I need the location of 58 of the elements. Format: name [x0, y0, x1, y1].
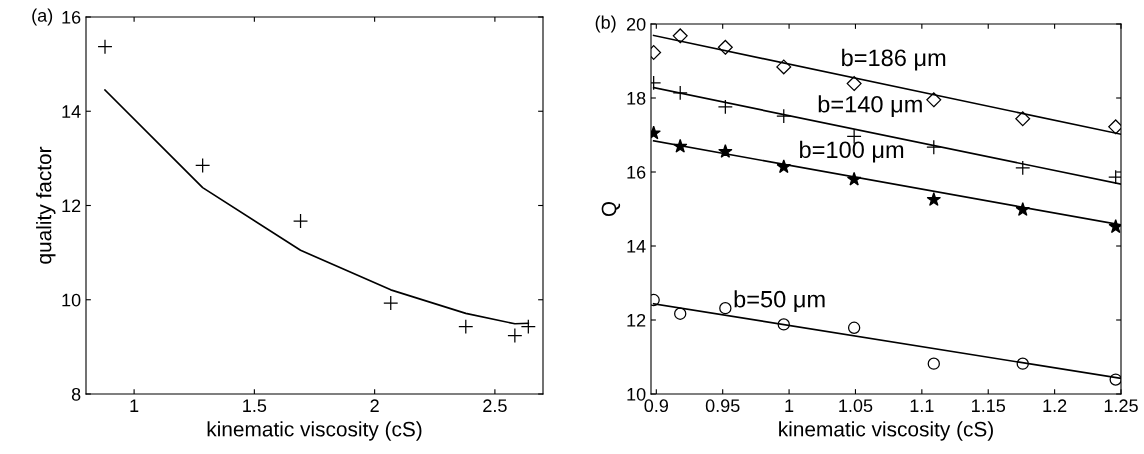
- x-tick-label: 1.25: [1104, 399, 1138, 413]
- y-axis-title: Q: [601, 201, 621, 217]
- point: [195, 157, 211, 174]
- point: [674, 307, 687, 320]
- point: [672, 28, 688, 44]
- point: [717, 39, 733, 55]
- x-tick-label: 0.9: [644, 399, 669, 413]
- point: [507, 327, 523, 344]
- legend-label: b=186 μm: [842, 48, 946, 71]
- series-label: b=100 μm: [800, 140, 904, 163]
- point: [926, 139, 942, 155]
- x-tick-label: 1.1: [910, 399, 934, 412]
- y-tick-label: 12: [627, 313, 646, 327]
- x-tick-label: 1.15: [972, 399, 1006, 413]
- point: [1016, 357, 1029, 370]
- x-axis-title: kinematic viscosity (cS): [207, 421, 422, 441]
- x-tick-label: 1.2: [1043, 399, 1067, 412]
- y-tick-label: 16: [627, 165, 646, 179]
- x-tick-label: 1: [130, 399, 139, 412]
- x-tick-label: 1.05: [839, 399, 873, 413]
- y-tick-label: 10: [62, 293, 81, 307]
- y-tick-label: 20: [626, 17, 646, 31]
- x-tick-label: 1: [785, 399, 794, 412]
- point: [717, 99, 733, 115]
- point: [458, 319, 474, 335]
- y-tick-label: 12: [62, 199, 81, 213]
- point: [1015, 111, 1031, 127]
- point: [847, 321, 861, 334]
- x-tick-label: 1.5: [243, 399, 267, 413]
- point: [520, 319, 536, 335]
- text: (a): [32, 8, 53, 26]
- point: [1015, 160, 1031, 176]
- y-tick-label: 10: [627, 387, 646, 401]
- y-tick-label: 18: [627, 91, 646, 105]
- x-axis-title: kinematic viscosity (cS): [779, 421, 993, 441]
- x-tick-label: 2.5: [483, 399, 507, 413]
- point: [926, 92, 942, 108]
- point: [383, 295, 399, 311]
- y-tick-label: 8: [71, 387, 81, 401]
- y-tick-label: 16: [62, 10, 81, 24]
- point: [926, 192, 942, 206]
- y-tick-label: 14: [627, 240, 646, 253]
- point: [97, 39, 113, 55]
- y-axis-title: quality factor: [36, 146, 56, 264]
- point: [719, 301, 732, 315]
- series-label: b=50 μm: [734, 290, 825, 312]
- point: [1108, 219, 1121, 234]
- point: [292, 213, 309, 229]
- point: [846, 76, 862, 92]
- point: [777, 318, 790, 331]
- series-label: b=140 μm: [818, 95, 922, 117]
- x-tick-label: 0.95: [705, 399, 740, 413]
- text: (b): [595, 15, 616, 33]
- point: [1109, 373, 1121, 386]
- point: [776, 59, 792, 75]
- point: [927, 357, 940, 370]
- x-tick-label: 2: [370, 399, 379, 412]
- y-tick-label: 14: [62, 105, 81, 118]
